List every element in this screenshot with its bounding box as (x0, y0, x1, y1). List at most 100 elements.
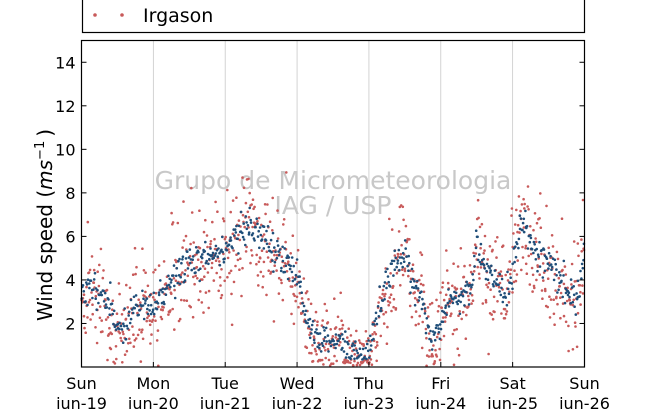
scatter-point (535, 278, 538, 282)
scatter-point (267, 245, 271, 249)
scatter-point (212, 256, 216, 260)
scatter-point (300, 291, 304, 295)
x-tick-label-date: jun-22 (271, 394, 323, 409)
scatter-point (200, 260, 203, 264)
scatter-point (136, 333, 140, 337)
scatter-point (310, 332, 313, 335)
scatter-point (108, 307, 111, 310)
scatter-point (381, 288, 385, 292)
scatter-point (86, 220, 90, 224)
scatter-point (105, 288, 109, 292)
scatter-point (393, 268, 397, 272)
scatter-point (553, 258, 557, 262)
scatter-point (128, 337, 131, 341)
scatter-point (465, 313, 468, 317)
scatter-point (526, 247, 530, 250)
scatter-point (459, 293, 463, 297)
scatter-point (396, 262, 399, 265)
scatter-point (95, 341, 99, 345)
scatter-point (109, 281, 112, 284)
scatter-point (335, 342, 339, 346)
scatter-point (93, 271, 97, 275)
x-tick-label-day: Sun (569, 374, 599, 393)
scatter-point (94, 297, 97, 301)
scatter-point (377, 301, 380, 304)
scatter-point (96, 270, 99, 274)
scatter-point (571, 300, 575, 304)
scatter-point (308, 317, 312, 321)
scatter-point (146, 307, 149, 311)
scatter-point (363, 355, 366, 359)
scatter-point (129, 298, 133, 302)
scatter-point (423, 309, 427, 313)
scatter-point (227, 243, 231, 247)
scatter-point (218, 260, 221, 263)
scatter-point (284, 240, 287, 244)
scatter-point (514, 279, 518, 283)
scatter-point (445, 249, 448, 252)
scatter-point (224, 241, 228, 245)
scatter-point (115, 312, 119, 316)
scatter-point (474, 229, 478, 232)
scatter-point (265, 229, 268, 233)
scatter-point (563, 301, 567, 305)
scatter-point (383, 298, 386, 301)
scatter-point (453, 328, 456, 332)
scatter-point (268, 220, 272, 223)
scatter-point (500, 277, 504, 281)
scatter-point (382, 312, 385, 316)
scatter-point (564, 320, 568, 324)
scatter-point (186, 274, 190, 278)
scatter-point (441, 320, 445, 324)
scatter-point (470, 302, 473, 305)
scatter-point (497, 285, 501, 289)
scatter-point (114, 328, 118, 331)
scatter-point (532, 284, 536, 288)
scatter-point (422, 283, 425, 287)
scatter-point (355, 329, 358, 333)
scatter-point (496, 300, 499, 303)
scatter-point (206, 271, 210, 274)
scatter-point (260, 249, 264, 252)
scatter-point (546, 262, 550, 266)
scatter-point (259, 270, 263, 274)
scatter-point (213, 247, 217, 251)
scatter-point (182, 200, 185, 203)
scatter-point (199, 290, 202, 293)
scatter-point (277, 292, 281, 295)
scatter-point (124, 317, 128, 321)
scatter-point (531, 273, 535, 277)
scatter-point (210, 266, 214, 270)
scatter-point (539, 192, 542, 195)
scatter-point (483, 249, 486, 252)
scatter-point (479, 266, 483, 269)
scatter-point (581, 284, 584, 287)
scatter-point (201, 264, 205, 268)
y-tick-label: 8 (65, 184, 75, 203)
scatter-point (145, 319, 148, 323)
scatter-point (189, 305, 192, 309)
scatter-point (478, 260, 482, 264)
scatter-point (358, 341, 362, 345)
scatter-point (468, 283, 472, 287)
scatter-point (302, 304, 306, 308)
scatter-point (386, 300, 390, 303)
scatter-point (149, 312, 153, 316)
scatter-point (106, 358, 109, 362)
scatter-point (525, 272, 529, 276)
scatter-point (407, 269, 410, 273)
scatter-point (375, 359, 379, 363)
scatter-point (434, 348, 437, 352)
scatter-point (467, 305, 470, 308)
scatter-point (407, 254, 411, 258)
scatter-point (394, 256, 398, 260)
scatter-point (378, 285, 381, 288)
scatter-point (149, 342, 152, 345)
scatter-point (379, 309, 383, 313)
scatter-point (461, 294, 465, 298)
scatter-point (506, 279, 510, 282)
scatter-point (573, 321, 577, 325)
scatter-point (91, 312, 94, 316)
scatter-point (553, 323, 556, 327)
scatter-point (192, 267, 196, 270)
